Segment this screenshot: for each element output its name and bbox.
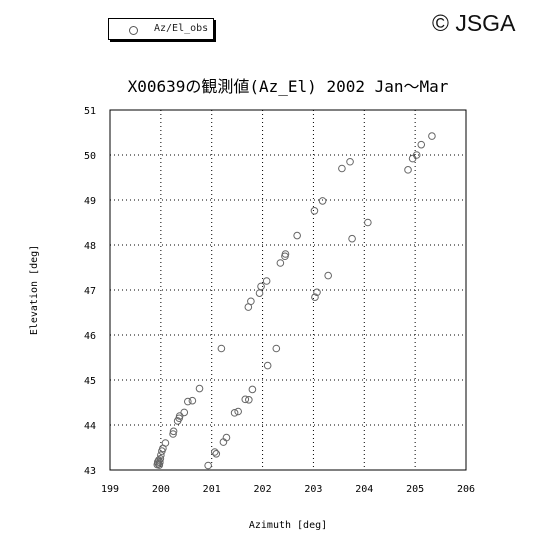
- data-point: [175, 412, 184, 420]
- data-point: [318, 197, 327, 205]
- data-point: [204, 461, 212, 470]
- data-point: [217, 344, 226, 353]
- data-point: [404, 166, 412, 174]
- data-point: [281, 250, 290, 258]
- x-tick-label: 205: [406, 484, 424, 495]
- data-point: [195, 384, 204, 393]
- data-point: [241, 395, 250, 404]
- data-point: [428, 132, 436, 140]
- x-tick-label: 201: [203, 484, 221, 495]
- data-point: [311, 293, 319, 302]
- grid: [110, 110, 466, 470]
- data-point: [313, 288, 321, 297]
- data-point: [154, 459, 163, 468]
- tick-labels: 199 200 201 202 203 204 205 206 43 44 45 46 47 48 49 50…: [84, 106, 475, 495]
- y-tick-label: 48: [84, 241, 96, 252]
- y-tick-label: 51: [84, 106, 96, 117]
- data-point: [234, 407, 242, 416]
- data-point: [245, 396, 253, 404]
- x-tick-label: 199: [101, 484, 119, 495]
- data-point: [262, 277, 271, 285]
- x-tick-label: 200: [152, 484, 170, 495]
- x-tick-label: 204: [355, 484, 373, 495]
- chart-title: X00639の観測値(Az_El) 2002 Jan～Mar: [128, 77, 449, 96]
- data-point: [248, 385, 257, 394]
- data-point: [412, 151, 421, 159]
- x-tick-label: 206: [457, 484, 475, 495]
- data-point: [161, 439, 170, 447]
- y-tick-label: 47: [84, 286, 96, 297]
- data-point: [157, 451, 165, 459]
- y-tick-label: 50: [84, 151, 96, 162]
- data-point: [230, 409, 239, 417]
- data-point: [188, 396, 197, 405]
- data-point: [324, 271, 332, 280]
- y-tick-label: 49: [84, 196, 96, 207]
- data-point: [156, 454, 165, 463]
- data-point: [210, 448, 219, 456]
- y-tick-label: 46: [84, 331, 96, 342]
- data-point: [257, 282, 265, 291]
- legend: Az/El_obs: [108, 18, 214, 40]
- data-point: [255, 289, 264, 297]
- data-point: [180, 408, 189, 417]
- data-point: [364, 218, 372, 227]
- data-point: [212, 450, 221, 458]
- x-tick-label: 203: [304, 484, 322, 495]
- data-point: [247, 297, 255, 306]
- copyright-label: © JSGA: [432, 10, 516, 36]
- legend-label: Az/El_obs: [154, 23, 209, 34]
- x-tick-label: 202: [254, 484, 272, 495]
- data-point: [417, 140, 426, 149]
- data-point: [169, 427, 178, 436]
- data-point: [310, 207, 319, 215]
- data-point: [293, 231, 301, 240]
- data-point: [346, 157, 354, 166]
- y-axis-label: Elevation [deg]: [29, 245, 40, 335]
- y-tick-label: 45: [84, 376, 96, 387]
- data-point: [276, 259, 285, 267]
- data-point: [348, 234, 356, 243]
- data-points: [153, 132, 436, 470]
- y-tick-label: 43: [84, 466, 96, 477]
- data-point: [169, 430, 177, 438]
- plot-area-frame: [109, 109, 467, 471]
- x-axis-label: Azimuth [deg]: [249, 520, 327, 531]
- data-point: [272, 344, 281, 353]
- data-point: [156, 458, 164, 467]
- legend-marker-icon: [129, 26, 138, 35]
- data-point: [338, 164, 346, 173]
- y-tick-label: 44: [84, 421, 96, 432]
- data-point: [263, 361, 272, 370]
- data-point: [222, 433, 231, 442]
- data-point: [184, 397, 192, 406]
